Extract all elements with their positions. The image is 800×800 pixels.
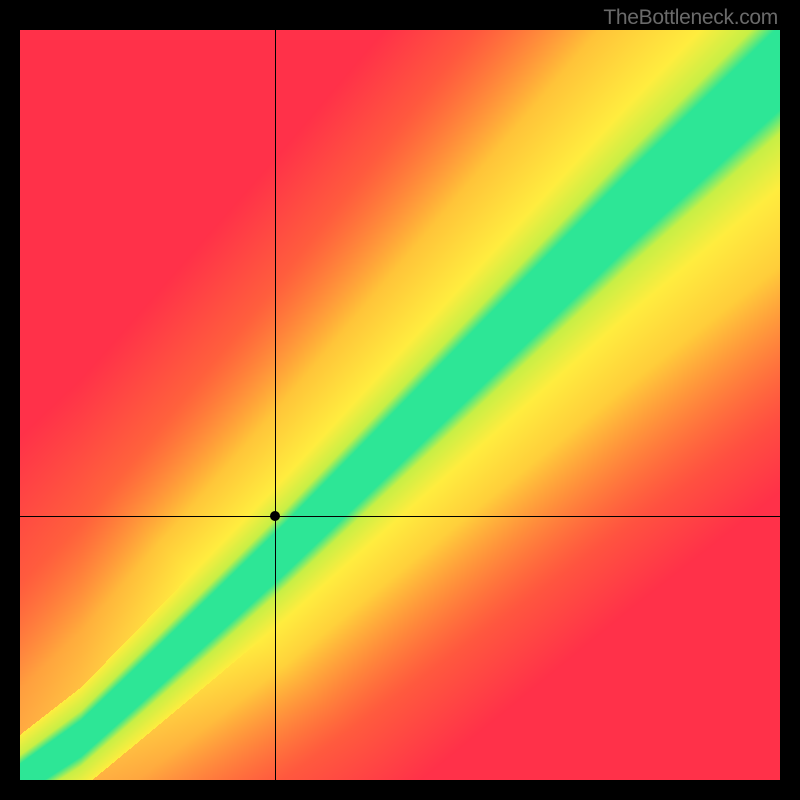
crosshair-vertical — [275, 30, 276, 780]
heatmap-canvas — [20, 30, 780, 780]
chart-container: TheBottleneck.com — [0, 0, 800, 800]
watermark-text: TheBottleneck.com — [603, 6, 778, 30]
crosshair-horizontal — [20, 516, 780, 517]
heatmap-plot — [20, 30, 780, 780]
data-point-marker — [270, 511, 280, 521]
